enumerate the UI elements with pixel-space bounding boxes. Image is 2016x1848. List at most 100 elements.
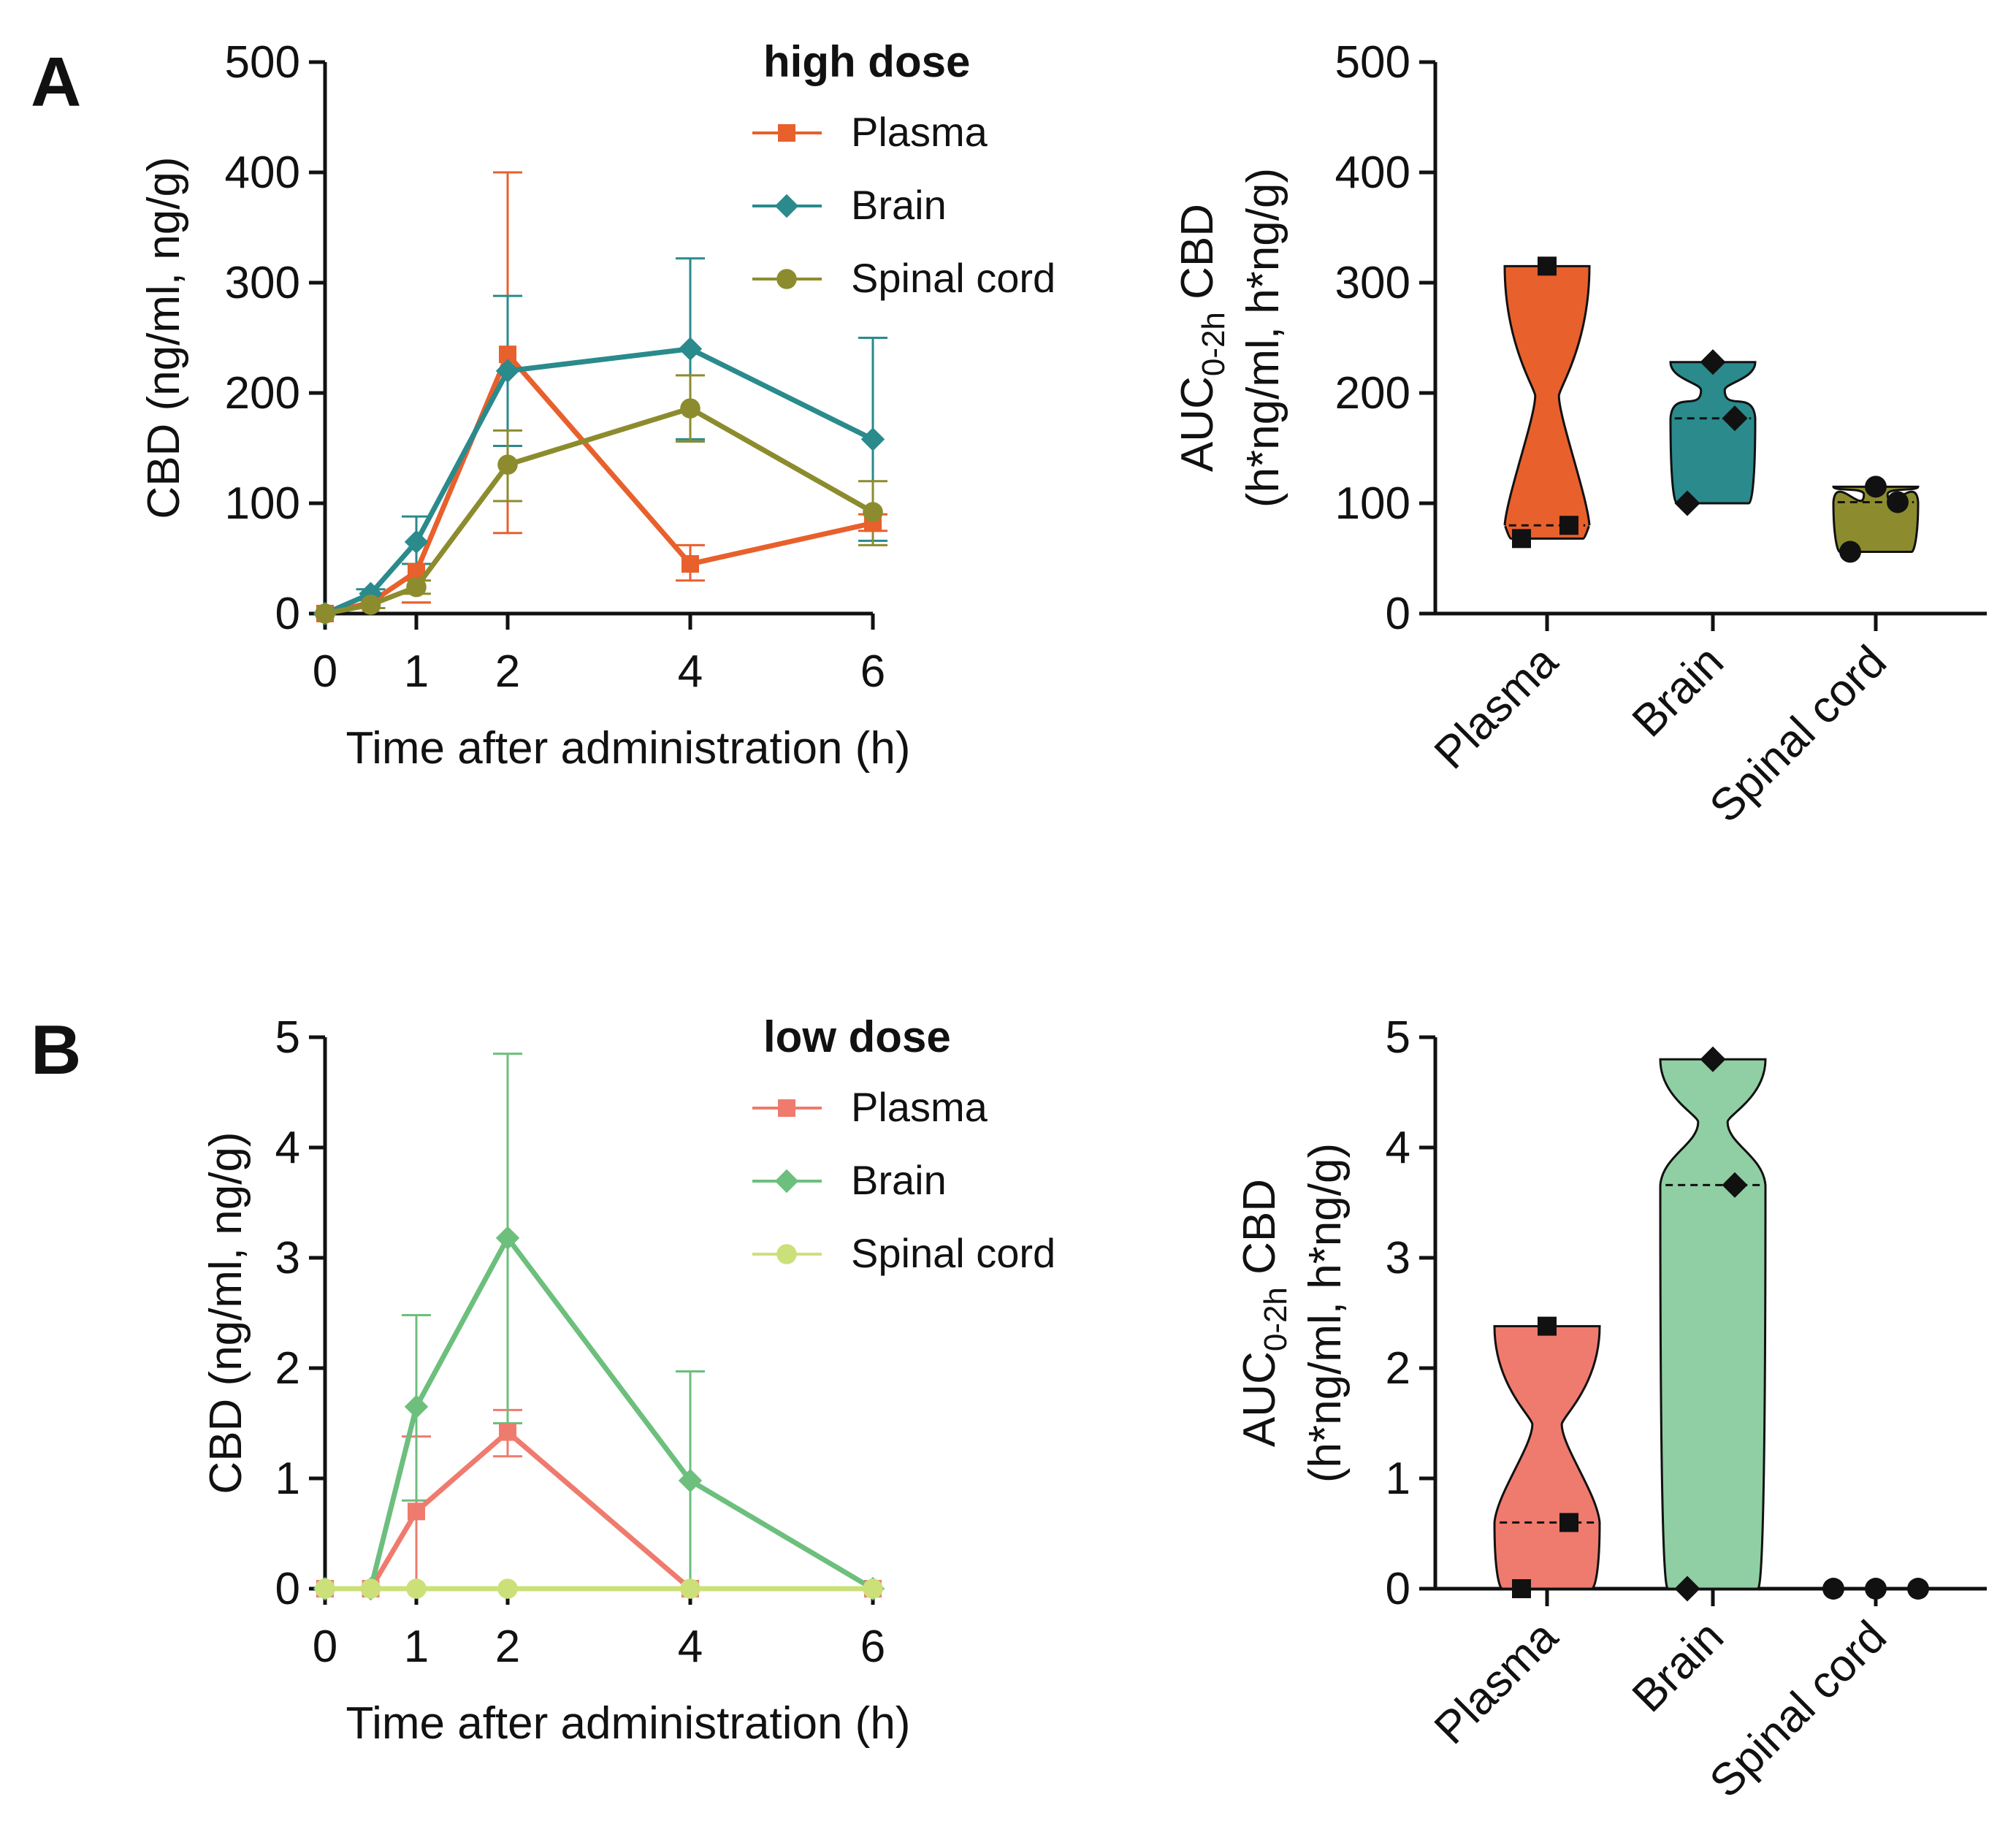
data-point	[497, 1578, 518, 1599]
data-point	[1700, 1046, 1726, 1072]
x-tick-label: Plasma	[1425, 636, 1568, 779]
y-tick-label: 2	[1386, 1343, 1410, 1394]
data-point	[404, 1394, 429, 1419]
data-point	[1722, 405, 1748, 432]
legend-marker	[774, 1169, 799, 1194]
legend-title: low dose	[763, 1012, 951, 1061]
x-tick-label: 1	[404, 1622, 429, 1672]
panel-letter-b: B	[31, 1011, 81, 1089]
series-line-spinal-cord	[324, 405, 874, 616]
data-point	[497, 454, 518, 475]
y-tick-label: 1	[1386, 1454, 1410, 1504]
data-point	[406, 1578, 427, 1599]
y-tick-label: 500	[225, 37, 300, 88]
y-tick-label: 0	[275, 589, 300, 639]
legend-label: Plasma	[851, 109, 988, 155]
y-tick-label: 0	[275, 1564, 300, 1614]
violin-brain	[1669, 361, 1757, 505]
legend-marker	[776, 269, 797, 289]
x-tick-label: 0	[313, 1622, 337, 1672]
y-axis-title-main: AUC	[1172, 376, 1223, 472]
data-point	[1674, 490, 1700, 516]
y-tick-label: 3	[275, 1233, 300, 1283]
data-point	[1512, 1579, 1531, 1598]
data-point	[678, 1468, 703, 1493]
legend-marker	[778, 1099, 795, 1117]
x-tick-label: 6	[860, 646, 885, 697]
y-axis-title-rest: CBD	[1172, 204, 1223, 312]
data-point	[863, 1578, 883, 1599]
chart-a-line: 0 100 200 300 400 500 0 1 2 4 6 Time after administ…	[139, 37, 1055, 774]
series-line-plasma	[324, 351, 874, 616]
data-point	[1865, 476, 1887, 498]
legend-marker	[776, 1244, 797, 1264]
y-tick-label: 500	[1335, 37, 1410, 88]
x-tick-label: 6	[860, 1622, 885, 1672]
data-point	[315, 1578, 335, 1599]
x-axis-title: Time after administration (h)	[346, 723, 911, 774]
data-point	[1700, 349, 1726, 375]
x-tick-label: Spinal cord	[1700, 1611, 1896, 1807]
x-tick-label: 2	[495, 1622, 520, 1672]
legend-marker	[778, 124, 795, 142]
x-tick-label: 4	[678, 646, 703, 697]
data-point	[680, 1578, 700, 1599]
violin-plasma	[1503, 264, 1591, 540]
data-point	[678, 337, 703, 361]
data-point	[1722, 1172, 1748, 1198]
y-tick-label: 100	[1335, 478, 1410, 529]
x-tick-label: 0	[313, 646, 337, 697]
x-axis-title: Time after administration (h)	[346, 1698, 911, 1749]
data-point	[1839, 541, 1861, 563]
y-axis-title-rest: CBD	[1234, 1179, 1285, 1287]
violin-brain	[1659, 1058, 1767, 1590]
y-axis-title-main: AUC	[1234, 1351, 1285, 1447]
data-point	[1865, 1578, 1887, 1600]
data-point	[499, 1423, 516, 1441]
y-tick-label: 5	[275, 1012, 300, 1063]
y-tick-label: 3	[1386, 1233, 1410, 1283]
y-axis-title-subscript: 0-2h	[1258, 1287, 1294, 1351]
y-tick-label: 4	[275, 1123, 300, 1173]
y-tick-label: 0	[1386, 589, 1410, 639]
y-axis-title-subscript: 0-2h	[1196, 312, 1232, 376]
chart-b-line: 0 1 2 3 4 5 0 1 2 4 6 Time after administration (h)…	[201, 1012, 1055, 1749]
data-point	[1822, 1578, 1844, 1600]
data-point	[408, 1503, 425, 1521]
data-point	[495, 1226, 520, 1251]
y-tick-label: 2	[275, 1343, 300, 1394]
legend-label: Spinal cord	[851, 255, 1055, 301]
data-point	[315, 603, 335, 624]
x-tick-label: 1	[404, 646, 429, 697]
series-line-brain	[325, 1235, 874, 1592]
legend-title: high dose	[763, 37, 970, 86]
y-tick-label: 100	[225, 478, 300, 529]
data-point	[1538, 1316, 1557, 1336]
x-tick-label: 2	[495, 646, 520, 697]
data-point	[1907, 1578, 1929, 1600]
data-point	[1512, 529, 1531, 549]
legend-label: Spinal cord	[851, 1230, 1055, 1276]
data-point	[1538, 256, 1557, 276]
data-point	[1674, 1576, 1700, 1602]
data-point	[863, 502, 883, 522]
panel-letter-a: A	[31, 43, 81, 121]
y-axis-title-units: (h*ng/ml, h*ng/g)	[1238, 168, 1288, 508]
y-tick-label: 5	[1386, 1012, 1410, 1063]
y-axis-title-units: (h*ng/ml, h*ng/g)	[1300, 1143, 1351, 1483]
legend-label: Plasma	[851, 1084, 988, 1130]
y-tick-label: 0	[1386, 1564, 1410, 1614]
series-line-brain	[324, 346, 874, 616]
y-tick-label: 400	[1335, 148, 1410, 198]
legend-marker	[774, 194, 799, 218]
x-tick-label: 4	[678, 1622, 703, 1672]
data-point	[1559, 1513, 1578, 1532]
violin-plasma	[1493, 1325, 1601, 1590]
y-axis-title: CBD (ng/ml, ng/g)	[139, 156, 189, 519]
legend-label: Brain	[851, 1157, 947, 1203]
x-tick-label: Brain	[1623, 636, 1733, 747]
data-point	[406, 576, 427, 597]
y-tick-label: 400	[225, 148, 300, 198]
